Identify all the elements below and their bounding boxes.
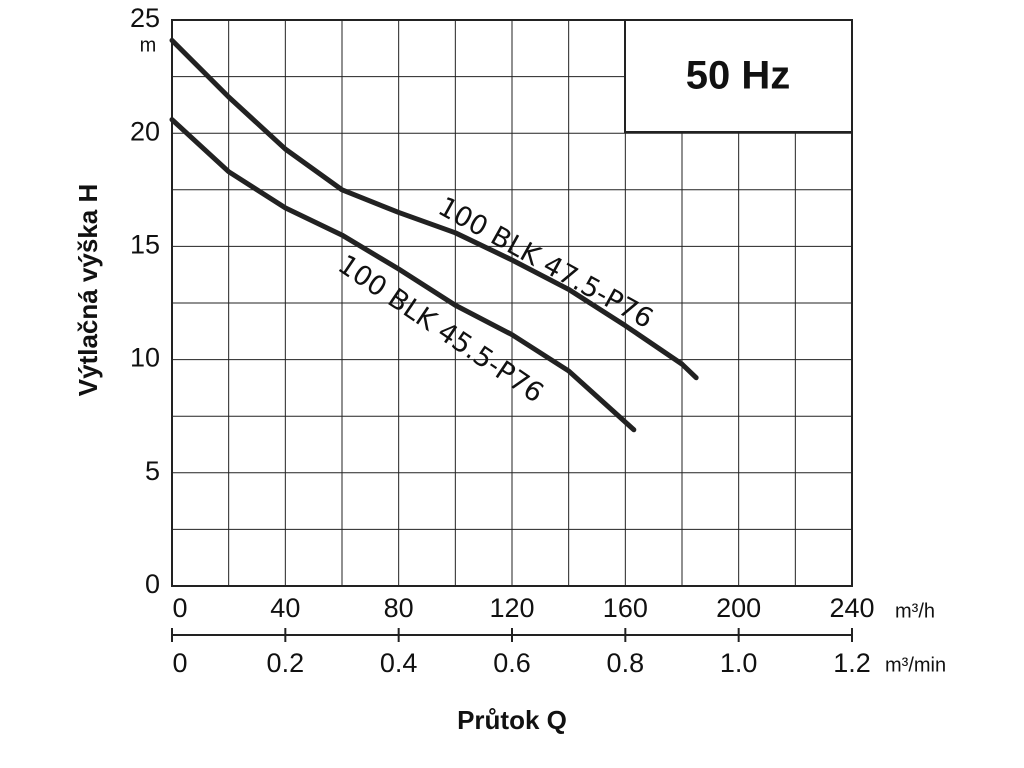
- x-axis-label: Průtok Q: [457, 705, 567, 735]
- x-tick-label: 40: [270, 593, 300, 623]
- curve: [169, 117, 637, 433]
- x-tick-label: 200: [716, 593, 761, 623]
- x2-tick-label: 0.6: [493, 648, 531, 678]
- badge-box: [624, 19, 853, 133]
- x-unit: m³/h: [895, 600, 935, 622]
- y-tick-label: 25: [130, 3, 160, 33]
- x2-unit: m³/min: [885, 654, 946, 676]
- x-tick-label: 160: [603, 593, 648, 623]
- badge: 50 Hz: [686, 54, 791, 98]
- y-tick-label: 10: [130, 343, 160, 373]
- y-axis-label: Výtlačná výška H: [73, 184, 103, 396]
- x2-tick-label: 1.0: [720, 648, 758, 678]
- x2-tick-label: 0.2: [267, 648, 305, 678]
- x2-tick-label: 0.4: [380, 648, 418, 678]
- y-tick-label: 15: [130, 230, 160, 260]
- curve: [169, 37, 699, 381]
- x2-tick-label: 0: [172, 648, 187, 678]
- y-tick-label: 0: [145, 569, 160, 599]
- x2-tick-label: 0.8: [607, 648, 645, 678]
- x-tick-label: 240: [829, 593, 874, 623]
- y-tick-label: 5: [145, 456, 160, 486]
- y-unit: m: [140, 34, 157, 56]
- x-tick-label: 120: [489, 593, 534, 623]
- x2-tick-label: 1.2: [833, 648, 871, 678]
- plot-frame: [171, 19, 853, 587]
- x-tick-label: 80: [384, 593, 414, 623]
- y-tick-label: 20: [130, 116, 160, 146]
- x-tick-label: 0: [172, 593, 187, 623]
- curve-label: 100 BLK 45.5-P76: [332, 249, 549, 409]
